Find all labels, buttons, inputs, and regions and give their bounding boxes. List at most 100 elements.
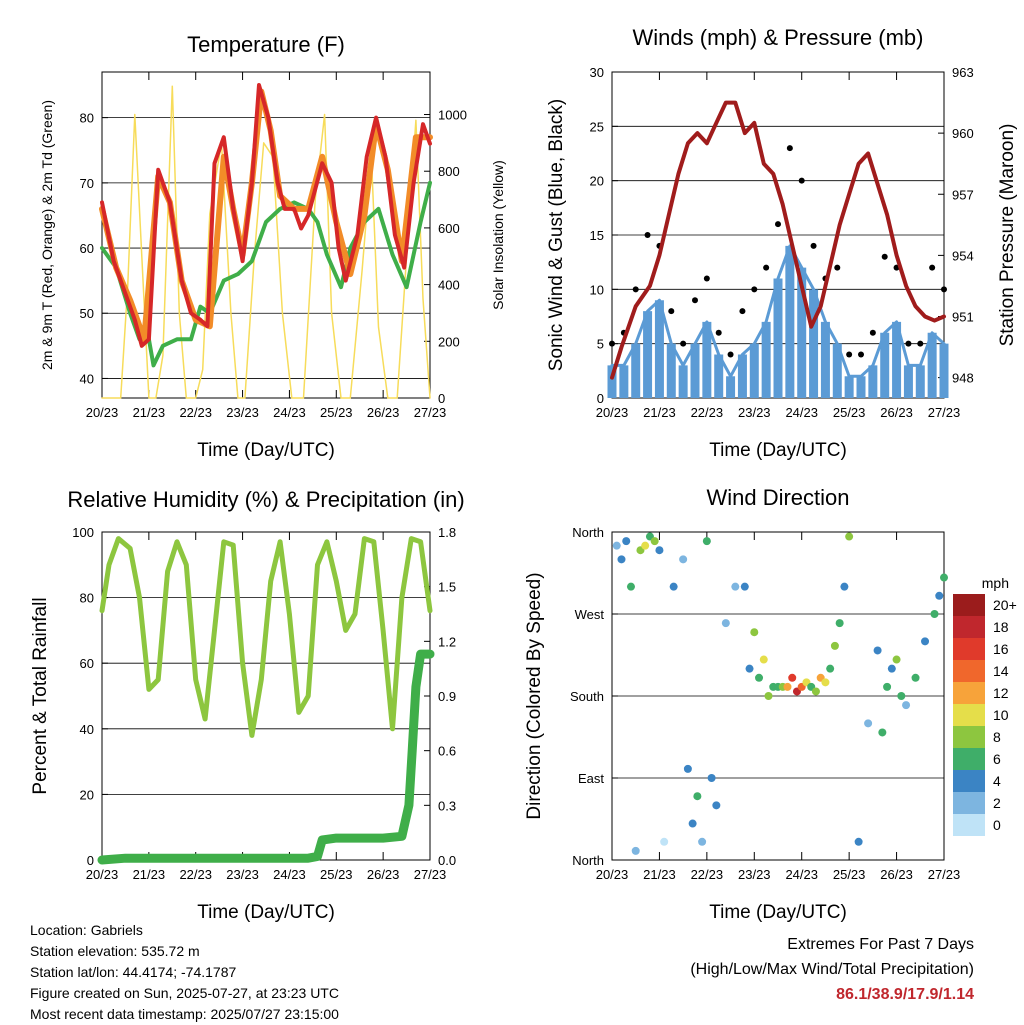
x-tick-label: 26/23	[880, 405, 913, 420]
y-tick-label: 40	[80, 371, 94, 386]
direction-point	[811, 687, 820, 696]
gust-point	[775, 221, 781, 228]
x-tick-label: 22/23	[691, 867, 724, 882]
direction-point	[679, 555, 688, 564]
x-axis-label: Time (Day/UTC)	[197, 902, 335, 923]
plot-frame	[101, 71, 431, 399]
colorbar-swatch	[953, 660, 985, 682]
gust-point	[715, 329, 722, 336]
solar-insolation-line	[101, 85, 431, 399]
gust-point	[798, 177, 805, 184]
direction-point	[721, 619, 730, 628]
direction-point	[669, 582, 678, 591]
y-right-axis-label: Solar Insolation (Yellow)	[490, 160, 506, 310]
x-tick-label: 21/23	[133, 867, 166, 882]
direction-point	[764, 692, 773, 700]
y-right-tick-label: 960	[952, 126, 974, 141]
direction-point	[612, 541, 621, 550]
x-tick-label: 24/23	[785, 867, 818, 882]
y-right-tick-label: 0.6	[438, 744, 456, 759]
direction-point	[683, 764, 692, 773]
colorbar-label: 2	[993, 795, 1001, 811]
direction-point	[626, 582, 635, 591]
station-location: Location: Gabriels	[30, 922, 143, 938]
direction-point	[892, 655, 901, 664]
direction-point	[897, 692, 906, 700]
direction-point	[840, 582, 849, 591]
y-tick-label: North	[572, 853, 604, 868]
y-axis-label: Percent & Total Rainfall	[30, 597, 51, 794]
x-tick-label: 24/23	[785, 405, 818, 420]
y-tick-label: 60	[80, 656, 94, 671]
y-tick-label: 20	[590, 174, 604, 189]
y-axis-label: Direction (Colored By Speed)	[524, 572, 545, 819]
direction-point	[854, 837, 863, 846]
direction-point	[745, 664, 754, 673]
direction-point	[883, 682, 892, 691]
y-tick-label: 10	[590, 282, 604, 297]
colorbar-label: 18	[993, 619, 1009, 635]
extremes-title: Extremes For Past 7 Days	[787, 936, 974, 953]
y-tick-label: West	[575, 607, 605, 622]
direction-point	[788, 673, 797, 682]
x-axis-label: Time (Day/UTC)	[709, 440, 847, 461]
gust-point	[692, 297, 698, 304]
direction-point	[759, 655, 768, 664]
extremes-subtitle: (High/Low/Max Wind/Total Precipitation)	[690, 961, 974, 978]
direction-point	[617, 555, 626, 564]
y-right-tick-label: 948	[952, 371, 974, 386]
x-axis-label: Time (Day/UTC)	[709, 902, 847, 923]
direction-point	[641, 541, 650, 550]
direction-point	[783, 682, 792, 691]
extremes-box: Extremes For Past 7 Days (High/Low/Max W…	[690, 932, 974, 1007]
y-tick-label: 0	[597, 391, 604, 406]
y-right-tick-label: 0.9	[438, 689, 456, 704]
direction-point	[702, 537, 711, 546]
station-info: Location: Gabriels Station elevation: 53…	[30, 920, 339, 1025]
x-tick-label: 27/23	[928, 405, 961, 420]
x-axis-label: Time (Day/UTC)	[197, 440, 335, 461]
x-tick-label: 23/23	[226, 405, 259, 420]
x-tick-label: 20/23	[596, 867, 629, 882]
chart-title: Winds (mph) & Pressure (mb)	[633, 25, 924, 50]
gust-point	[739, 308, 746, 315]
y-tick-label: North	[572, 525, 604, 540]
x-tick-label: 24/23	[273, 405, 306, 420]
gust-point	[810, 242, 817, 249]
station-latlon: Station lat/lon: 44.4174; -74.1787	[30, 964, 237, 980]
x-tick-label: 23/23	[738, 867, 771, 882]
y-right-tick-label: 954	[952, 248, 974, 263]
direction-point	[631, 846, 640, 855]
direction-point	[712, 801, 721, 810]
direction-point	[878, 728, 887, 737]
colorbar-label: 16	[993, 641, 1009, 657]
y-tick-label: 60	[80, 241, 94, 256]
x-tick-label: 24/23	[273, 867, 306, 882]
x-tick-label: 27/23	[414, 405, 447, 420]
station-elevation: Station elevation: 535.72 m	[30, 943, 200, 959]
direction-point	[864, 719, 873, 728]
x-tick-label: 26/23	[367, 405, 400, 420]
colorbar-swatch	[953, 726, 985, 748]
x-tick-label: 20/23	[596, 405, 629, 420]
colorbar-swatch	[953, 792, 985, 814]
direction-point	[911, 673, 920, 682]
gust-point	[858, 351, 864, 358]
chart-title: Temperature (F)	[187, 32, 345, 57]
data-timestamp: Most recent data timestamp: 2025/07/27 2…	[30, 1006, 339, 1022]
x-tick-label: 20/23	[86, 405, 119, 420]
direction-point	[821, 678, 830, 687]
direction-point	[935, 591, 944, 600]
wind-line	[610, 244, 946, 378]
x-tick-label: 22/23	[179, 405, 212, 420]
gust-point	[680, 340, 687, 347]
temperature-2m-line	[100, 83, 432, 348]
y-right-tick-label: 957	[952, 187, 974, 202]
y-tick-label: 30	[590, 65, 604, 80]
colorbar-title: mph	[982, 575, 1009, 591]
colorbar-swatch	[953, 638, 985, 660]
gust-point	[632, 286, 639, 293]
y-right-tick-label: 400	[438, 278, 460, 293]
direction-point	[731, 582, 740, 591]
